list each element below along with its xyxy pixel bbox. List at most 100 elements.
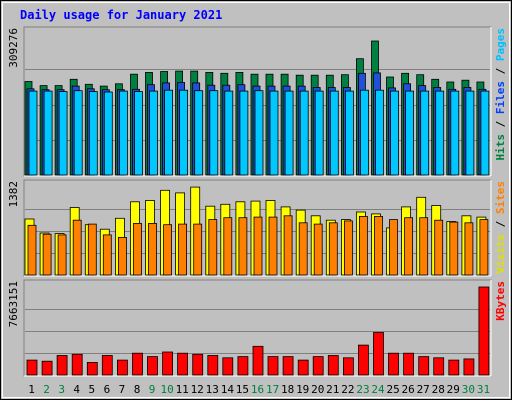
legend-entry: Pages: [494, 28, 507, 61]
bar-kbytes-day-5: [86, 361, 98, 376]
x-tick-label-day-21: 21: [326, 383, 339, 396]
bar-kbytes-day-28: [433, 357, 445, 376]
bar-pages-day-1: [28, 90, 38, 176]
bar-pages-day-16: [254, 90, 264, 176]
legend-entry: Files: [494, 81, 507, 114]
inner-highlight: [2, 2, 510, 398]
bar-sites-day-12: [193, 223, 203, 276]
x-tick-label-day-14: 14: [221, 383, 235, 396]
bar-sites-day-27: [419, 217, 429, 276]
bar-pages-day-30: [465, 90, 475, 176]
bar-pages-day-25: [390, 90, 399, 176]
panel-kbytes: 7663151 KBytes: [7, 279, 507, 377]
bar-sites-day-1: [27, 224, 37, 276]
bar-sites-day-30: [464, 222, 474, 276]
bar-kbytes-day-27: [418, 356, 430, 376]
bar-kbytes-day-25: [388, 352, 399, 376]
bar-sites-day-24: [374, 215, 383, 276]
bar-kbytes-day-7: [117, 359, 128, 376]
bar-sites-day-26: [404, 217, 414, 276]
bar-pages-day-11: [179, 89, 189, 176]
x-tick-label-day-23: 23: [356, 383, 369, 396]
x-tick-label-day-9: 9: [149, 383, 156, 396]
bar-pages-day-5: [88, 91, 98, 176]
x-tick-label-day-5: 5: [88, 383, 95, 396]
x-tick-label-day-10: 10: [160, 383, 173, 396]
bar-kbytes-day-6: [101, 355, 113, 376]
bar-pages-day-17: [269, 90, 279, 176]
bar-sites-day-17: [268, 216, 278, 276]
bar-sites-day-7: [118, 236, 127, 276]
bar-sites-day-6: [102, 234, 112, 276]
bar-pages-day-3: [58, 91, 68, 176]
x-tick-label-day-22: 22: [341, 383, 354, 396]
bar-kbytes-day-12: [192, 353, 204, 376]
bar-pages-day-6: [103, 91, 113, 176]
legend-entry: /: [494, 61, 507, 81]
x-tick-label-day-2: 2: [43, 383, 50, 396]
series-legend: Hits / Files / Pages: [494, 28, 507, 161]
bar-sites-day-23: [358, 215, 368, 276]
bar-kbytes-day-8: [132, 352, 143, 376]
bar-pages-day-29: [450, 90, 460, 176]
bar-kbytes-day-15: [237, 356, 249, 376]
bar-pages-day-10: [164, 89, 174, 176]
bar-pages-day-2: [43, 90, 53, 176]
bar-kbytes-day-4: [71, 353, 83, 376]
x-tick-label-day-4: 4: [73, 383, 80, 396]
bar-pages-day-27: [420, 90, 430, 176]
x-tick-label-day-19: 19: [296, 383, 309, 396]
series-legend: KBytes: [494, 281, 507, 321]
series-legend: Visits / Sites: [494, 181, 507, 274]
bar-kbytes-day-29: [448, 359, 460, 376]
bar-kbytes-day-2: [41, 360, 53, 376]
x-tick-label-day-3: 3: [58, 383, 65, 396]
x-tick-label-day-7: 7: [119, 383, 126, 396]
bar-pages-day-19: [299, 90, 309, 176]
chart-title: Daily usage for January 2021: [20, 8, 222, 22]
x-tick-label-day-24: 24: [371, 383, 385, 396]
bar-sites-day-20: [313, 223, 323, 276]
bar-pages-day-26: [405, 90, 415, 176]
x-axis-tick-labels: 1 2 3 4 5 6 7 8 9 10 11 12 13 14 15 16 17 18 19 20 21 22 23 24 2…: [28, 383, 490, 396]
bar-sites-day-31: [479, 219, 489, 276]
bar-pages-day-20: [314, 90, 324, 176]
bar-pages-day-9: [149, 90, 158, 176]
x-tick-label-day-11: 11: [176, 383, 189, 396]
legend-entry: Sites: [494, 181, 507, 214]
bar-pages-day-8: [134, 91, 143, 176]
x-tick-label-day-20: 20: [311, 383, 324, 396]
x-tick-label-day-28: 28: [432, 383, 445, 396]
bar-kbytes-day-16: [252, 345, 264, 376]
bar-kbytes-day-20: [312, 356, 324, 376]
series-sites: [27, 215, 489, 276]
series-pages: [28, 89, 490, 176]
bar-sites-day-25: [389, 219, 398, 276]
legend-entry: /: [494, 214, 507, 234]
bar-sites-day-14: [223, 217, 233, 276]
legend-entry: KBytes: [494, 281, 507, 321]
bar-kbytes-day-17: [267, 356, 279, 376]
x-tick-label-day-1: 1: [28, 383, 35, 396]
x-tick-label-day-17: 17: [266, 383, 279, 396]
bar-pages-day-4: [73, 90, 83, 176]
bar-pages-day-31: [480, 90, 490, 176]
y-max-label: 309276: [7, 28, 20, 68]
x-tick-label-day-31: 31: [477, 383, 490, 396]
x-tick-label-day-27: 27: [417, 383, 430, 396]
bar-sites-day-5: [87, 223, 97, 276]
bar-kbytes-day-19: [297, 359, 309, 376]
bar-sites-day-22: [343, 220, 353, 276]
bar-kbytes-day-10: [162, 351, 174, 376]
x-tick-label-day-30: 30: [462, 383, 475, 396]
x-tick-label-day-25: 25: [386, 383, 399, 396]
panel-visits-sites: 1382 Visits / Sites: [7, 179, 507, 277]
x-tick-label-day-8: 8: [134, 383, 141, 396]
bar-pages-day-15: [239, 90, 249, 176]
bar-kbytes-day-24: [373, 332, 384, 376]
x-tick-label-day-29: 29: [447, 383, 460, 396]
bar-pages-day-18: [284, 90, 294, 176]
bar-kbytes-day-14: [222, 357, 234, 376]
